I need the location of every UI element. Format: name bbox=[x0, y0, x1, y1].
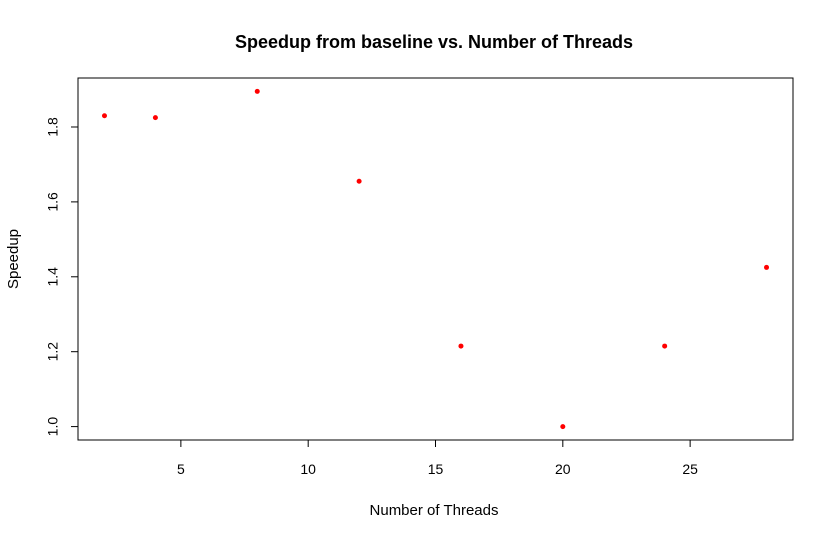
y-tick-label: 1.0 bbox=[45, 417, 61, 437]
chart-title: Speedup from baseline vs. Number of Thre… bbox=[235, 32, 633, 52]
y-tick-label: 1.6 bbox=[45, 192, 61, 212]
x-axis-label: Number of Threads bbox=[370, 502, 499, 519]
x-tick-label: 10 bbox=[300, 461, 316, 477]
plot-frame bbox=[77, 77, 794, 441]
y-axis: 1.0 1.2 1.4 1.6 1.8 bbox=[45, 117, 79, 437]
x-tick-label: 15 bbox=[428, 461, 444, 477]
y-tick-label: 1.4 bbox=[45, 267, 61, 287]
x-tick-label: 20 bbox=[555, 461, 571, 477]
y-axis-label: Speedup bbox=[5, 229, 22, 289]
data-point bbox=[458, 343, 464, 349]
data-point bbox=[560, 424, 566, 430]
data-point bbox=[764, 264, 770, 270]
data-point bbox=[254, 88, 260, 94]
data-point bbox=[662, 343, 668, 349]
data-point bbox=[152, 115, 158, 121]
data-point bbox=[101, 113, 107, 119]
x-tick-label: 25 bbox=[682, 461, 698, 477]
y-tick-label: 1.2 bbox=[45, 342, 61, 362]
x-axis: 5 10 15 20 25 bbox=[177, 439, 698, 477]
data-points bbox=[101, 88, 770, 430]
y-tick-label: 1.8 bbox=[45, 117, 61, 137]
data-point bbox=[356, 178, 362, 184]
x-tick-label: 5 bbox=[177, 461, 185, 477]
